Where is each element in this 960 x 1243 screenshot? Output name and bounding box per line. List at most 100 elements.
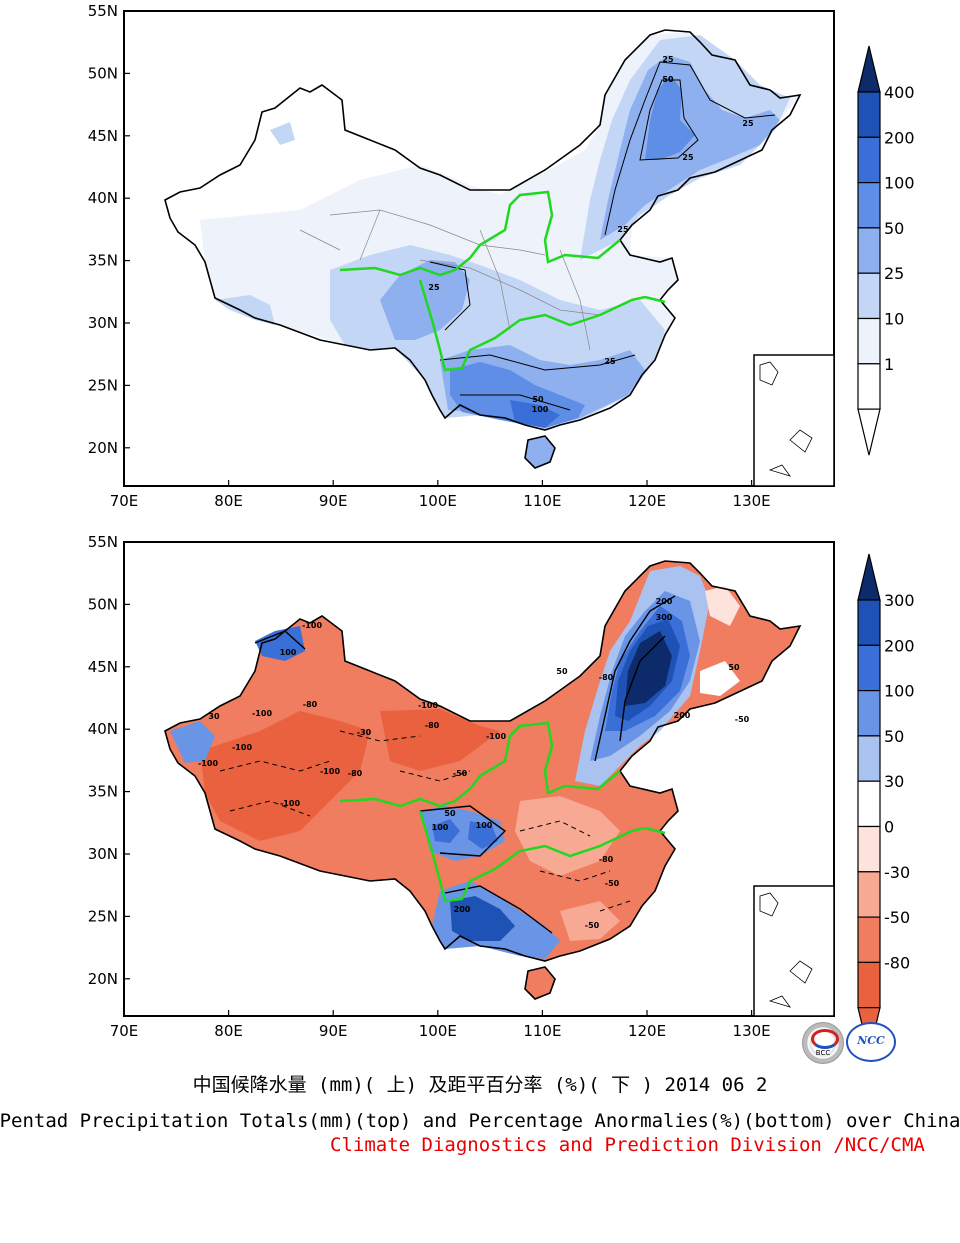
- top-lon-label: 70E: [110, 492, 139, 510]
- bottom-contour-label: -100: [252, 709, 272, 718]
- bottom-lat-label: 50N: [88, 595, 118, 613]
- top-lat-label: 30N: [88, 314, 118, 332]
- bottom-lat-label: 45N: [88, 658, 118, 676]
- top-lat-label: 20N: [88, 439, 118, 457]
- bottom-colorbar-label: 0: [884, 818, 894, 837]
- top-colorbar-swatch: [857, 363, 881, 410]
- top-contour-label: 25: [682, 153, 694, 162]
- bottom-colorbar-label: 300: [884, 591, 915, 610]
- bottom-contour-label: 200: [454, 905, 471, 914]
- bottom-contour-label: 200: [656, 597, 673, 606]
- top-colorbar-swatch: [857, 227, 881, 274]
- bottom-contour-label: -80: [425, 721, 440, 730]
- bottom-contour-label: -100: [232, 743, 252, 752]
- bottom-colorbar-swatch: [857, 599, 881, 646]
- bottom-contour-label: -80: [303, 700, 318, 709]
- bcc-logo: BCC: [802, 1022, 844, 1064]
- top-colorbar-swatch: [857, 272, 881, 320]
- bottom-colorbar-label: 100: [884, 682, 915, 701]
- top-colorbar-label: 10: [884, 310, 904, 329]
- bottom-colorbar-label: 50: [884, 727, 904, 746]
- ncc-logo: NCC: [846, 1022, 896, 1062]
- bottom-contour-label: -50: [605, 879, 620, 888]
- bottom-contour-label: -30: [357, 728, 372, 737]
- bottom-lon-label: 100E: [419, 1022, 457, 1040]
- top-colorbar-swatch: [857, 136, 881, 184]
- top-colorbar-label: 50: [884, 219, 904, 238]
- bottom-contour-label: 100: [280, 648, 297, 657]
- bottom-lat-label: 55N: [88, 533, 118, 551]
- bottom-contour-label: 50: [444, 809, 456, 818]
- bottom-contour-label: -50: [585, 921, 600, 930]
- bottom-lon-label: 120E: [628, 1022, 666, 1040]
- bottom-contour-label: -80: [599, 673, 614, 682]
- bottom-contour-label: -100: [418, 701, 438, 710]
- bottom-colorbar-cap: [857, 553, 881, 601]
- bottom-colorbar-label: -30: [884, 863, 910, 882]
- top-lon-label: 130E: [733, 492, 771, 510]
- bottom-contour-label: 50: [728, 663, 740, 672]
- top-lat-label: 50N: [88, 64, 118, 82]
- bottom-colorbar-swatch: [857, 871, 881, 918]
- top-lon-label: 80E: [214, 492, 243, 510]
- bottom-contour-label: -80: [599, 855, 614, 864]
- caption-english: Pentad Precipitation Totals(mm)(top) and…: [0, 1110, 960, 1132]
- top-colorbar-swatch: [857, 182, 881, 229]
- bottom-colorbar-swatch: [857, 780, 881, 828]
- top-colorbar-cap: [857, 45, 881, 93]
- top-contour-label: 25: [617, 225, 629, 234]
- bottom-lon-label: 90E: [319, 1022, 348, 1040]
- top-contour-label: 50: [532, 395, 544, 404]
- top-contour-label: 100: [532, 405, 549, 414]
- bottom-lat-label: 35N: [88, 783, 118, 801]
- top-contour-label: 25: [662, 55, 674, 64]
- caption-chinese: 中国候降水量 (mm)( 上) 及距平百分率 (%)( 下 ) 2014 06 …: [192, 1074, 768, 1096]
- bottom-lon-label: 130E: [733, 1022, 771, 1040]
- bottom-anomaly-fill: [165, 561, 800, 999]
- top-lon-label: 120E: [628, 492, 666, 510]
- bottom-contour-label: 100: [476, 821, 493, 830]
- bottom-contour-label: 100: [432, 823, 449, 832]
- bottom-colorbar-label: -50: [884, 908, 910, 927]
- top-colorbar: 400 200 100 50 25 10 1: [857, 45, 915, 456]
- top-lon-label: 100E: [419, 492, 457, 510]
- bottom-contour-label: -50: [735, 715, 750, 724]
- bottom-contour-label: -100: [280, 799, 300, 808]
- bottom-colorbar-swatch: [857, 735, 881, 782]
- bottom-lon-label: 110E: [523, 1022, 561, 1040]
- bottom-contour-label: -100: [486, 732, 506, 741]
- bottom-lat-label: 30N: [88, 845, 118, 863]
- bottom-contour-label: -100: [302, 621, 322, 630]
- top-lat-label: 45N: [88, 127, 118, 145]
- top-colorbar-label: 25: [884, 264, 904, 283]
- top-lat-label: 40N: [88, 189, 118, 207]
- top-contour-label: 25: [742, 119, 754, 128]
- top-colorbar-label: 1: [884, 355, 894, 374]
- top-colorbar-cap: [857, 408, 881, 456]
- top-lon-label: 90E: [319, 492, 348, 510]
- bottom-colorbar-swatch: [857, 644, 881, 692]
- bottom-contour-label: -100: [198, 759, 218, 768]
- ncc-logo-text: NCC: [857, 1034, 885, 1047]
- caption-credit: Climate Diagnostics and Prediction Divis…: [330, 1134, 925, 1156]
- bottom-colorbar-label: 30: [884, 772, 904, 791]
- bottom-lon-label: 70E: [110, 1022, 139, 1040]
- bottom-contour-label: -50: [453, 769, 468, 778]
- bottom-colorbar-swatch: [857, 916, 881, 963]
- bottom-contour-label: 30: [208, 712, 220, 721]
- top-colorbar-label: 200: [884, 128, 915, 147]
- top-colorbar-label: 100: [884, 174, 915, 193]
- top-contour-label: 25: [604, 357, 616, 366]
- bottom-lat-label: 40N: [88, 720, 118, 738]
- bcc-logo-text: BCC: [815, 1049, 831, 1057]
- bottom-colorbar-label: 200: [884, 636, 915, 655]
- top-colorbar-swatch: [857, 91, 881, 138]
- bottom-contour-label: 200: [674, 711, 691, 720]
- bottom-contour-label: 300: [656, 613, 673, 622]
- bottom-colorbar-label: -80: [884, 953, 910, 972]
- top-contour-label: 25: [428, 283, 440, 292]
- bottom-lat-label: 25N: [88, 907, 118, 925]
